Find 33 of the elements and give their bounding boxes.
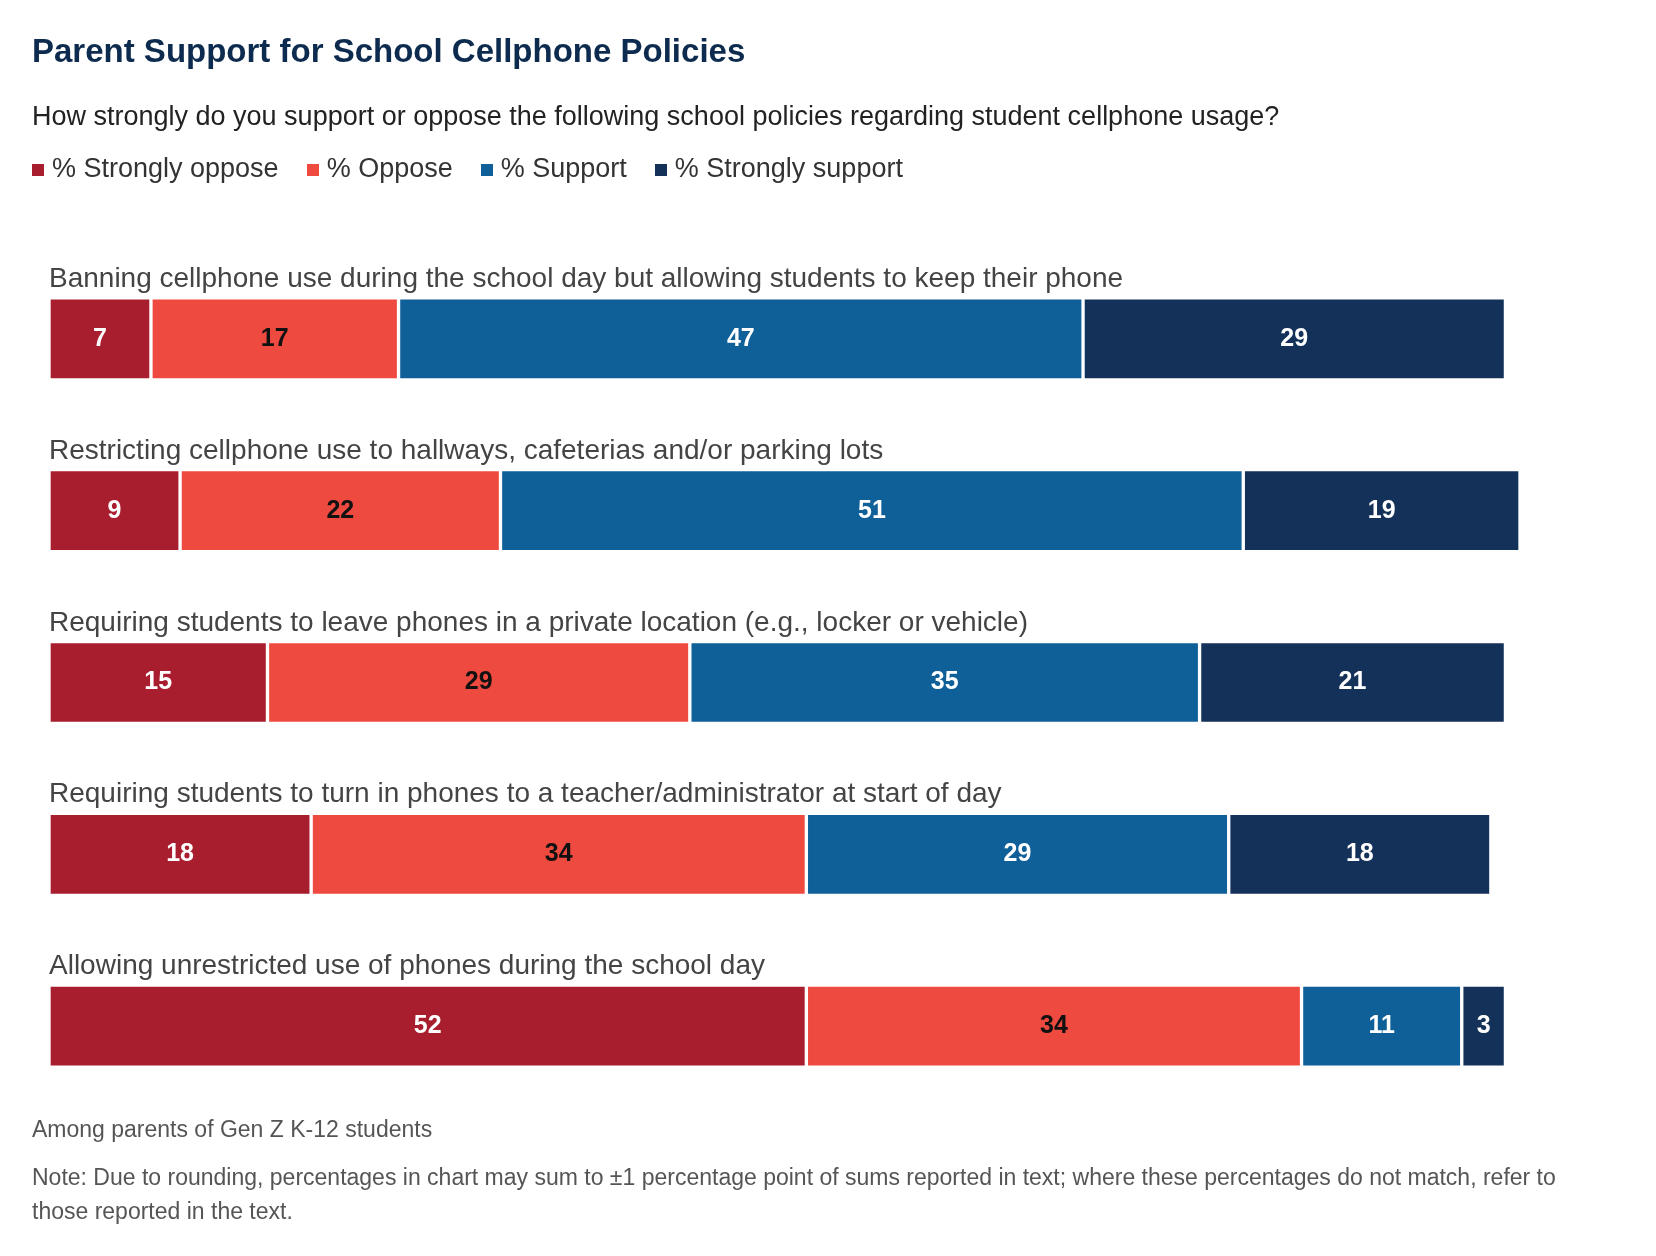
data-label: 51 [857, 494, 886, 523]
data-label: 11 [1368, 1009, 1395, 1038]
data-label: 9 [107, 494, 122, 523]
data-label: 29 [464, 666, 493, 695]
text: Among parents of Gen Z K-12 students [32, 1115, 434, 1144]
data-label: 22 [326, 494, 355, 523]
data-label: 7 [93, 322, 107, 351]
legend-label: % Strongly oppose [52, 153, 279, 183]
data-label: 47 [726, 322, 755, 351]
data-label: 17 [260, 322, 289, 351]
y-tick-label: Allowing unrestricted use of phones during the school day [49, 949, 765, 981]
legend-label: % Strongly support [674, 153, 903, 183]
data-label: 29 [1280, 322, 1309, 351]
chart-subtitle: How strongly do you support or oppose the following school policies regarding student cellphone usage? [32, 101, 1280, 132]
data-label: 29 [1003, 838, 1032, 867]
data-label: 34 [544, 838, 573, 867]
y-tick-label: Banning cellphone use during the school day but allowing students to keep their phone [49, 261, 1124, 293]
legend-label: % Oppose [326, 153, 453, 183]
data-label: 19 [1367, 494, 1396, 523]
data-label: 52 [413, 1009, 442, 1038]
y-tick-label: Requiring students to turn in phones to a teacher/administrator at start of day [49, 777, 1002, 809]
data-label: 21 [1338, 666, 1367, 695]
data-label: 15 [144, 666, 173, 695]
text: Note: Due to rounding, percentages in chart may sum to ±1 percentage point of sums reported in text; where these percentages do not match, refer to those reported in the text. [32, 1163, 1557, 1226]
legend-label: % Support [500, 153, 627, 183]
data-label: 3 [1476, 1009, 1491, 1038]
data-label: 18 [166, 838, 195, 867]
data-label: 35 [930, 666, 959, 695]
chart-title: Parent Support for School Cellphone Policies [32, 32, 746, 70]
data-label: 18 [1345, 838, 1374, 867]
y-tick-label: Requiring students to leave phones in a private location (e.g., locker or vehicle) [49, 605, 1028, 637]
data-label: 34 [1040, 1009, 1068, 1038]
y-tick-label: Restricting cellphone use to hallways, cafeterias and/or parking lots [49, 433, 884, 465]
